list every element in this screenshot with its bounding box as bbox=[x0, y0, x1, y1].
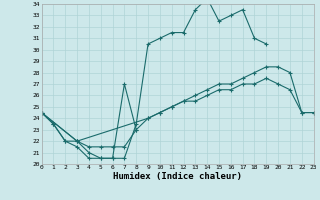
X-axis label: Humidex (Indice chaleur): Humidex (Indice chaleur) bbox=[113, 172, 242, 181]
